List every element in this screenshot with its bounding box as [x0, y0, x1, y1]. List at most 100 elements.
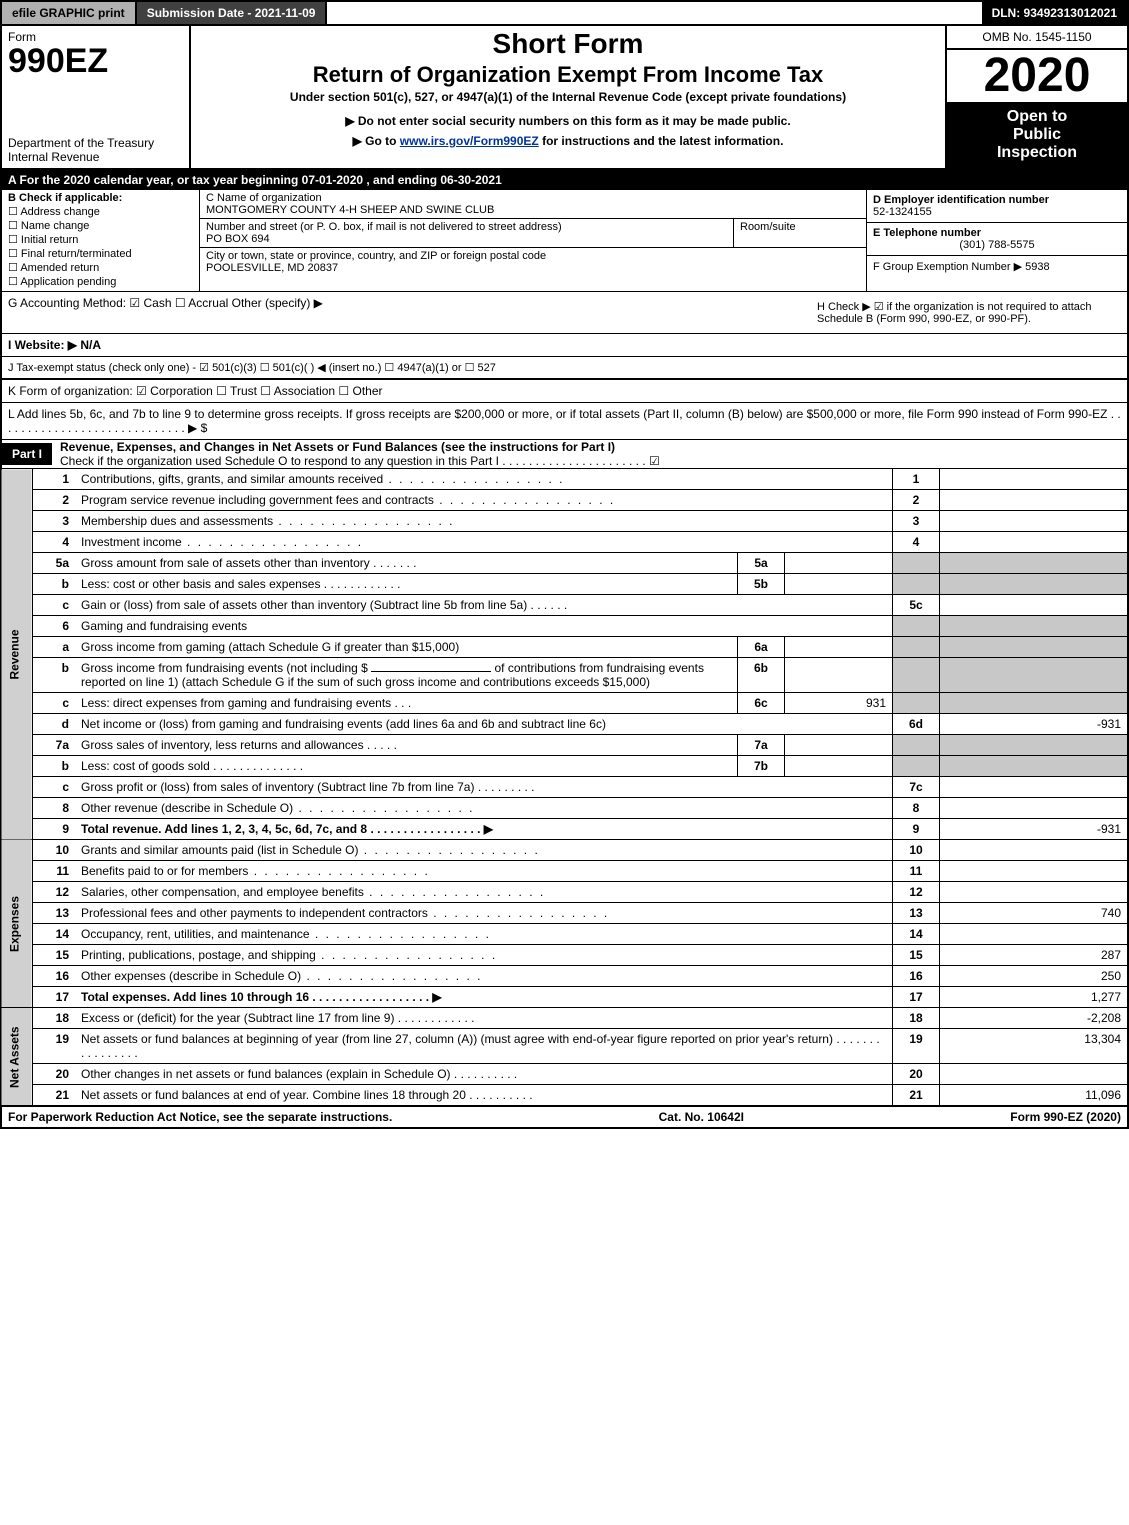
line-text: Total revenue. Add lines 1, 2, 3, 4, 5c,…: [75, 819, 893, 840]
line-rn: 21: [893, 1085, 940, 1106]
title-return: Return of Organization Exempt From Incom…: [197, 62, 939, 88]
omb-number: OMB No. 1545-1150: [947, 26, 1127, 50]
line-num: 17: [33, 987, 76, 1008]
line-text: Gaming and fundraising events: [75, 616, 893, 637]
part1-check: Check if the organization used Schedule …: [60, 454, 660, 468]
line-text: Salaries, other compensation, and employ…: [75, 882, 893, 903]
sub-num: 6b: [738, 658, 785, 693]
cb-label: Amended return: [20, 262, 99, 274]
line-rv-shade: [940, 735, 1129, 756]
line-text: Professional fees and other payments to …: [75, 903, 893, 924]
line-rn: 19: [893, 1029, 940, 1064]
row-k-org: K Form of organization: ☑ Corporation ☐ …: [0, 379, 1129, 403]
line-rn: 11: [893, 861, 940, 882]
cb-initial-return[interactable]: ☐ Initial return: [8, 233, 193, 246]
line-num: 4: [33, 532, 76, 553]
box-def: D Employer identification number 52-1324…: [866, 190, 1127, 291]
line-text: Net assets or fund balances at end of ye…: [75, 1085, 893, 1106]
sub-num: 6a: [738, 637, 785, 658]
form-header: Form 990EZ Department of the Treasury In…: [0, 26, 1129, 170]
line-rn-shade: [893, 693, 940, 714]
open-line3: Inspection: [951, 144, 1123, 162]
line-text: Occupancy, rent, utilities, and maintena…: [75, 924, 893, 945]
irs-link[interactable]: www.irs.gov/Form990EZ: [400, 134, 539, 148]
open-inspection: Open to Public Inspection: [947, 102, 1127, 168]
line-rn: 4: [893, 532, 940, 553]
line-text: Gross income from fundraising events (no…: [75, 658, 738, 693]
line-num: 7a: [33, 735, 76, 756]
line-rv: 740: [940, 903, 1129, 924]
line-num: 15: [33, 945, 76, 966]
cb-address-change[interactable]: ☐ Address change: [8, 205, 193, 218]
line-text: Benefits paid to or for members: [75, 861, 893, 882]
dln-label: DLN: 93492313012021: [982, 2, 1127, 24]
line-rv: [940, 777, 1129, 798]
line-rv: -2,208: [940, 1008, 1129, 1029]
line-num: 9: [33, 819, 76, 840]
line-num: 18: [33, 1008, 76, 1029]
line-num: 12: [33, 882, 76, 903]
line-rv-shade: [940, 637, 1129, 658]
line-num: 11: [33, 861, 76, 882]
line-text: Other changes in net assets or fund bala…: [75, 1064, 893, 1085]
line-rn: 15: [893, 945, 940, 966]
line-text: Program service revenue including govern…: [75, 490, 893, 511]
c-addr-label: Number and street (or P. O. box, if mail…: [206, 221, 727, 233]
line-rv: [940, 1064, 1129, 1085]
line-text: Net assets or fund balances at beginning…: [75, 1029, 893, 1064]
line-rn-shade: [893, 735, 940, 756]
line-rv: [940, 798, 1129, 819]
c-city-value: POOLESVILLE, MD 20837: [206, 262, 860, 274]
cb-amended-return[interactable]: ☐ Amended return: [8, 261, 193, 274]
e-label: E Telephone number: [873, 227, 981, 239]
toolbar-spacer: [327, 2, 981, 24]
form-number: 990EZ: [8, 44, 183, 78]
line-text: Less: cost of goods sold . . . . . . . .…: [75, 756, 738, 777]
submission-date-button[interactable]: Submission Date - 2021-11-09: [137, 2, 328, 24]
row-g-h: G Accounting Method: ☑ Cash ☐ Accrual Ot…: [0, 292, 1129, 334]
cb-name-change[interactable]: ☐ Name change: [8, 219, 193, 232]
netassets-side-label: Net Assets: [1, 1008, 33, 1106]
h-schedule-b: H Check ▶ ☑ if the organization is not r…: [813, 296, 1121, 329]
line-rn-shade: [893, 616, 940, 637]
part1-title: Revenue, Expenses, and Changes in Net As…: [60, 440, 615, 454]
i-text: I Website: ▶ N/A: [8, 338, 101, 352]
line-rv: 11,096: [940, 1085, 1129, 1106]
line-rv-shade: [940, 693, 1129, 714]
part1-header: Part I Revenue, Expenses, and Changes in…: [0, 440, 1129, 469]
cb-label: Address change: [20, 206, 100, 218]
box-b: B Check if applicable: ☐ Address change …: [2, 190, 200, 291]
line-text: Less: cost or other basis and sales expe…: [75, 574, 738, 595]
sub-val: [785, 553, 893, 574]
line-text: Gain or (loss) from sale of assets other…: [75, 595, 893, 616]
header-right: OMB No. 1545-1150 2020 Open to Public In…: [947, 26, 1127, 168]
f-group-exemption: F Group Exemption Number ▶ 5938: [867, 256, 1127, 277]
line-rv: [940, 840, 1129, 861]
line-rv: 250: [940, 966, 1129, 987]
line-rv: [940, 861, 1129, 882]
d-label: D Employer identification number: [873, 194, 1049, 206]
line-text: Other revenue (describe in Schedule O): [75, 798, 893, 819]
cb-application-pending[interactable]: ☐ Application pending: [8, 275, 193, 288]
line-num: 19: [33, 1029, 76, 1064]
line-rn: 8: [893, 798, 940, 819]
e-phone: (301) 788-5575: [873, 239, 1121, 251]
line-rn: 17: [893, 987, 940, 1008]
line-rv-shade: [940, 553, 1129, 574]
efile-print-button[interactable]: efile GRAPHIC print: [2, 2, 137, 24]
revenue-side-label: Revenue: [1, 469, 33, 840]
d-ein: 52-1324155: [873, 206, 932, 218]
line-rv: 1,277: [940, 987, 1129, 1008]
sub-val: [785, 637, 893, 658]
cb-label: Application pending: [20, 276, 116, 288]
line-rv: -931: [940, 714, 1129, 735]
part1-tag: Part I: [2, 443, 52, 465]
line-num: c: [33, 777, 76, 798]
header-mid: Short Form Return of Organization Exempt…: [191, 26, 947, 168]
goto-post: for instructions and the latest informat…: [539, 134, 784, 148]
line-num: 6: [33, 616, 76, 637]
cb-label: Initial return: [21, 234, 78, 246]
line-num: c: [33, 693, 76, 714]
line-num: 21: [33, 1085, 76, 1106]
cb-final-return[interactable]: ☐ Final return/terminated: [8, 247, 193, 260]
